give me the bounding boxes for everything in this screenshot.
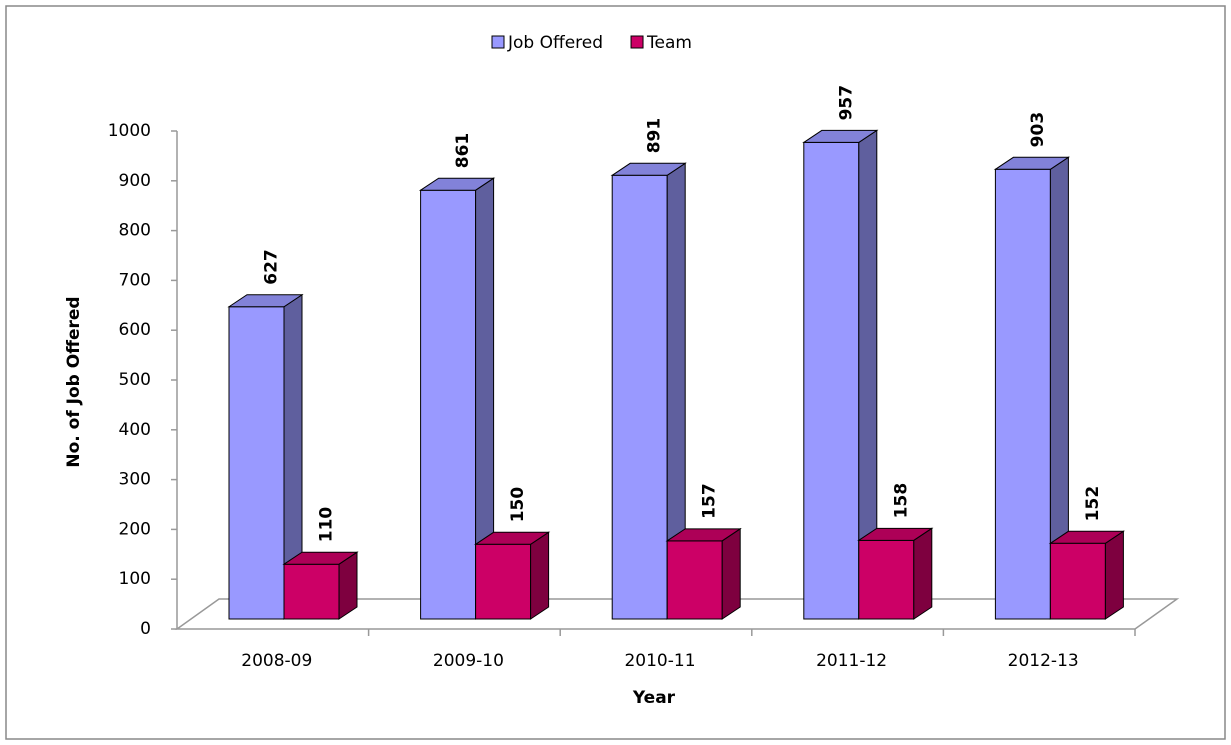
bar-face — [665, 528, 742, 542]
bar-face — [913, 527, 933, 620]
x-tick-label: 2011-12 — [816, 651, 887, 671]
bar — [665, 527, 742, 620]
y-tick-label: 1000 — [108, 121, 151, 141]
y-tick-label: 900 — [119, 171, 151, 191]
bar-face — [721, 527, 741, 620]
data-label: 152 — [1083, 486, 1103, 522]
bar-face — [857, 527, 934, 541]
data-label: 891 — [645, 118, 665, 154]
legend-swatch — [630, 35, 644, 49]
bar-face — [418, 177, 496, 191]
bar-face — [611, 174, 668, 620]
bar-face — [610, 162, 687, 176]
data-label: 627 — [262, 249, 282, 285]
bar — [418, 177, 496, 620]
bar — [993, 156, 1071, 620]
data-label: 861 — [453, 133, 473, 169]
x-tick-label: 2010-11 — [624, 651, 695, 671]
bar — [227, 293, 304, 620]
bar-face — [1048, 530, 1126, 544]
bar-face — [993, 156, 1071, 170]
bar — [282, 551, 359, 620]
bar-face — [803, 141, 860, 620]
bar — [473, 531, 551, 620]
y-tick-label: 100 — [119, 569, 151, 589]
x-axis-title: Year — [632, 688, 676, 708]
bar — [1048, 530, 1126, 620]
bar-face — [283, 563, 340, 620]
bar — [802, 129, 879, 620]
bar-face — [802, 129, 879, 143]
y-tick-label: 200 — [119, 519, 151, 539]
bar-face — [473, 531, 551, 545]
legend-label: Job Offered — [507, 33, 603, 53]
y-tick-label: 700 — [119, 270, 151, 290]
bar-face — [858, 539, 915, 620]
legend-swatch — [491, 35, 505, 49]
data-label: 957 — [836, 85, 856, 121]
bar — [610, 162, 687, 620]
x-tick-label: 2012-13 — [1008, 651, 1079, 671]
y-axis-title: No. of Job Offered — [64, 296, 84, 467]
x-tick-label: 2008-09 — [241, 651, 312, 671]
data-label: 150 — [508, 487, 528, 523]
x-tick-label: 2009-10 — [433, 651, 504, 671]
bar — [857, 527, 934, 620]
bar-face — [530, 531, 550, 620]
y-tick-label: 400 — [119, 420, 151, 440]
data-label: 158 — [891, 483, 911, 519]
bar-face — [227, 294, 304, 308]
bar-face — [666, 540, 723, 620]
y-tick-label: 500 — [119, 370, 151, 390]
data-label: 157 — [700, 483, 720, 519]
data-label: 110 — [317, 507, 337, 543]
bar-face — [420, 189, 477, 620]
y-tick-label: 800 — [119, 221, 151, 241]
y-tick-label: 300 — [119, 470, 151, 490]
bar-face — [228, 306, 285, 620]
bar-face — [994, 168, 1051, 620]
bar-face — [475, 543, 532, 620]
data-label: 903 — [1028, 112, 1048, 148]
bar-face — [1104, 530, 1124, 620]
bar-face — [1049, 542, 1106, 620]
legend-label: Team — [646, 33, 692, 53]
y-tick-label: 0 — [140, 619, 151, 639]
y-tick-label: 600 — [119, 320, 151, 340]
bar-face — [282, 551, 359, 565]
